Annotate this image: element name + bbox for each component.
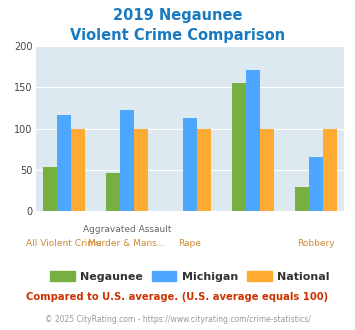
Bar [57,115,71,211]
Bar [260,129,274,211]
Bar [134,129,148,211]
Bar [309,157,323,211]
Bar [246,70,260,211]
Bar [183,118,197,211]
Bar [106,173,120,211]
Text: Murder & Mans...: Murder & Mans... [88,239,165,248]
Text: © 2025 CityRating.com - https://www.cityrating.com/crime-statistics/: © 2025 CityRating.com - https://www.city… [45,315,310,324]
Legend: Negaunee, Michigan, National: Negaunee, Michigan, National [46,266,334,286]
Bar [232,83,246,211]
Text: Rape: Rape [179,239,201,248]
Text: 2019 Negaunee: 2019 Negaunee [113,8,242,23]
Bar [71,129,84,211]
Text: Compared to U.S. average. (U.S. average equals 100): Compared to U.S. average. (U.S. average … [26,292,329,302]
Bar [120,110,134,211]
Text: Robbery: Robbery [297,239,335,248]
Bar [323,129,337,211]
Text: Aggravated Assault: Aggravated Assault [83,225,171,234]
Text: All Violent Crime: All Violent Crime [26,239,102,248]
Bar [197,129,211,211]
Bar [295,187,309,211]
Text: Violent Crime Comparison: Violent Crime Comparison [70,28,285,43]
Bar [43,167,57,211]
